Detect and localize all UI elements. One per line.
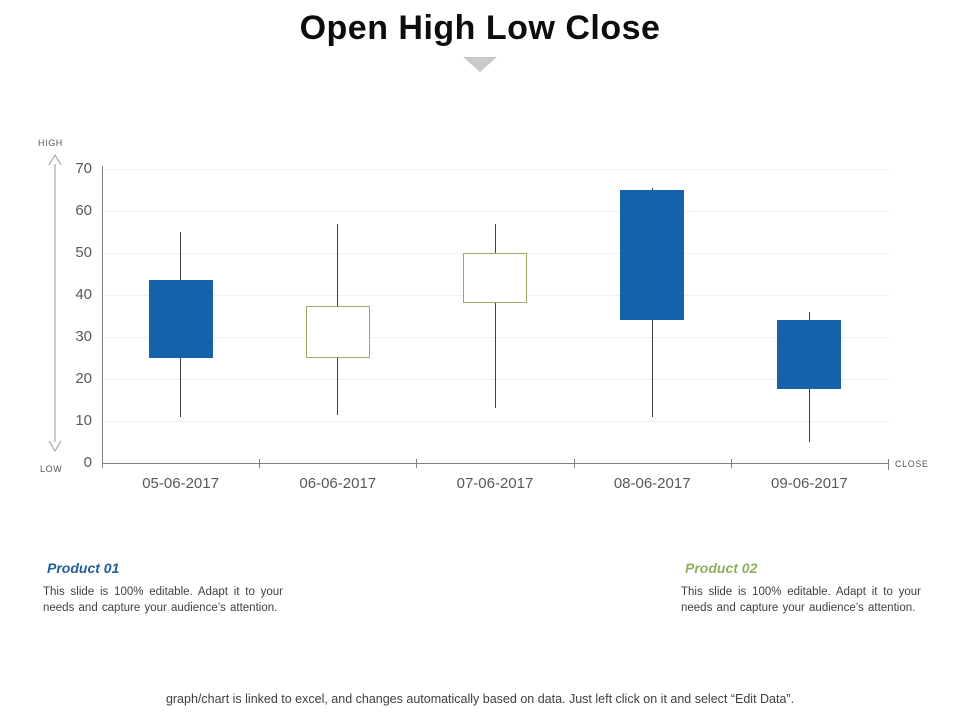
x-axis-line xyxy=(102,463,888,464)
x-axis-end-tick xyxy=(888,463,889,470)
x-axis-tick xyxy=(259,459,261,468)
candle-wick xyxy=(494,223,496,409)
y-axis-tick-label: 50 xyxy=(75,244,92,261)
x-axis-category-label: 06-06-2017 xyxy=(299,475,377,492)
product-01-title: Product 01 xyxy=(47,560,120,576)
x-axis-category-label: 05-06-2017 xyxy=(142,475,219,492)
candle-body xyxy=(620,190,685,321)
y-axis-high-label: HIGH xyxy=(38,138,63,148)
x-axis-tick xyxy=(102,459,103,468)
candle-body xyxy=(305,305,370,358)
product-02-title: Product 02 xyxy=(685,560,758,576)
product-02-block: Product 02 This slide is 100% editable. … xyxy=(681,560,921,617)
footer-note: graph/chart is linked to excel, and chan… xyxy=(165,692,795,706)
x-axis-category-label: 08-06-2017 xyxy=(613,475,691,492)
y-axis-tick-label: 30 xyxy=(75,328,92,345)
x-axis-tick xyxy=(573,459,575,468)
y-axis-tick-label: 20 xyxy=(75,370,92,387)
x-axis-category-label: 09-06-2017 xyxy=(771,475,848,492)
x-axis-tick xyxy=(416,459,418,468)
triangle-down-icon xyxy=(463,57,497,72)
product-01-block: Product 01 This slide is 100% editable. … xyxy=(43,560,283,617)
y-axis-tick-label: 60 xyxy=(75,202,92,219)
y-axis-line xyxy=(102,166,103,463)
y-axis-tick-label: 40 xyxy=(75,286,92,303)
candle-body xyxy=(463,253,527,304)
y-axis-tick-label: 0 xyxy=(83,454,92,471)
product-02-description: This slide is 100% editable. Adapt it to… xyxy=(681,586,921,615)
gridline xyxy=(102,211,890,212)
gridline xyxy=(102,379,890,380)
x-axis-category-label: 07-06-2017 xyxy=(456,475,534,492)
gridline xyxy=(102,169,890,170)
y-axis-tick-label: 10 xyxy=(75,412,92,429)
product-01-description: This slide is 100% editable. Adapt it to… xyxy=(43,586,283,615)
x-axis-tick xyxy=(730,459,732,468)
page-title: Open High Low Close xyxy=(299,9,661,47)
candle-body xyxy=(148,280,213,358)
candle-body xyxy=(777,320,842,390)
y-axis-tick-label: 70 xyxy=(75,160,92,177)
high-low-range-arrow-icon xyxy=(48,153,62,453)
gridline xyxy=(102,337,890,338)
y-axis-low-label: LOW xyxy=(40,464,63,474)
gridline xyxy=(102,421,890,422)
x-axis-close-label: CLOSE xyxy=(895,459,929,469)
